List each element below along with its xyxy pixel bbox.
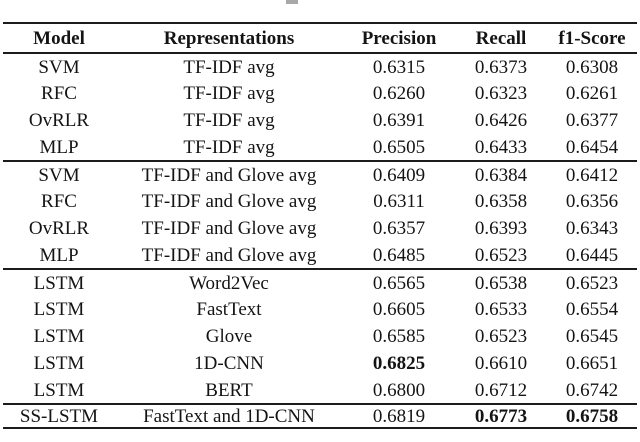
cell-model: SVM	[38, 56, 80, 78]
column-header-representations: Representations	[163, 27, 295, 49]
table-row: MLP TF-IDF and Glove avg 0.6485 0.6523 0…	[3, 242, 637, 269]
cell-precision: 0.6800	[372, 379, 426, 401]
cell-recall: 0.6433	[474, 136, 528, 158]
cell-f1-score: 0.6412	[565, 164, 619, 186]
cell-f1-score: 0.6651	[565, 353, 619, 374]
table-header: Model Representations Precision Recall f…	[3, 23, 637, 53]
cell-precision: 0.6391	[372, 110, 426, 131]
cell-representations: Word2Vec	[189, 272, 269, 294]
table-row: LSTM 1D-CNN 0.6825 0.6610 0.6651	[3, 350, 637, 377]
table-row: RFC TF-IDF avg 0.6260 0.6323 0.6261	[3, 80, 637, 107]
cell-representations: FastText	[196, 299, 262, 320]
cell-model: LSTM	[33, 326, 85, 347]
cell-precision: 0.6260	[372, 83, 426, 104]
table-row: LSTM Word2Vec 0.6565 0.6538 0.6523	[3, 269, 637, 296]
cell-precision: 0.6505	[372, 136, 426, 158]
cell-recall: 0.6523	[474, 244, 528, 266]
cell-representations: Glove	[205, 326, 253, 347]
cell-model: SVM	[38, 164, 80, 186]
cell-precision: 0.6565	[372, 272, 426, 294]
header-row: Model Representations Precision Recall f…	[3, 23, 637, 53]
cell-representations: TF-IDF avg	[183, 110, 275, 131]
cell-model: MLP	[39, 244, 79, 266]
column-header-recall: Recall	[475, 27, 527, 49]
cell-representations: TF-IDF and Glove avg	[141, 244, 317, 266]
cell-representations: BERT	[205, 379, 253, 401]
cell-representations: TF-IDF avg	[183, 56, 275, 78]
cell-model: LSTM	[33, 353, 85, 374]
column-header-f1-score: f1-Score	[558, 27, 626, 49]
table-row: MLP TF-IDF avg 0.6505 0.6433 0.6454	[3, 134, 637, 161]
section-tfidf-avg: SVM TF-IDF avg 0.6315 0.6373 0.6308 RFC …	[3, 53, 637, 161]
cell-precision-best: 0.6825	[372, 353, 426, 374]
cell-model: SS-LSTM	[19, 405, 99, 427]
section-tfidf-glove-avg: SVM TF-IDF and Glove avg 0.6409 0.6384 0…	[3, 161, 637, 269]
cell-f1-score: 0.6343	[565, 218, 619, 239]
cell-representations: TF-IDF and Glove avg	[141, 164, 317, 186]
cell-precision: 0.6409	[372, 164, 426, 186]
cell-model: RFC	[41, 83, 77, 104]
cell-precision: 0.6485	[372, 244, 426, 266]
table-row: SS-LSTM FastText and 1D-CNN 0.6819 0.677…	[3, 404, 637, 428]
cell-recall: 0.6426	[474, 110, 528, 131]
cell-representations: FastText and 1D-CNN	[143, 405, 315, 427]
cell-precision: 0.6315	[372, 56, 426, 78]
table-row: SVM TF-IDF avg 0.6315 0.6373 0.6308	[3, 53, 637, 80]
table-row: LSTM FastText 0.6605 0.6533 0.6554	[3, 296, 637, 323]
column-header-model: Model	[33, 27, 85, 49]
cell-recall: 0.6533	[474, 299, 528, 320]
cell-f1-score: 0.6545	[565, 326, 619, 347]
cell-model: OvRLR	[28, 218, 90, 239]
cell-f1-score: 0.6742	[565, 379, 619, 401]
cell-recall: 0.6373	[474, 56, 528, 78]
cell-representations: 1D-CNN	[194, 353, 264, 374]
cell-recall: 0.6712	[474, 379, 528, 401]
section-ss-lstm: SS-LSTM FastText and 1D-CNN 0.6819 0.677…	[3, 404, 637, 428]
column-header-precision: Precision	[361, 27, 437, 49]
cell-precision: 0.6311	[373, 191, 425, 212]
table-row: LSTM Glove 0.6585 0.6523 0.6545	[3, 323, 637, 350]
cell-recall-best: 0.6773	[474, 405, 528, 427]
cell-f1-score: 0.6356	[565, 191, 619, 212]
cell-f1-score: 0.6261	[565, 83, 619, 104]
cell-recall: 0.6393	[474, 218, 528, 239]
cell-recall: 0.6323	[474, 83, 528, 104]
cell-representations: TF-IDF avg	[183, 136, 275, 158]
cell-f1-score: 0.6454	[565, 136, 619, 158]
cell-model: MLP	[39, 136, 79, 158]
cell-precision: 0.6819	[372, 405, 426, 427]
cell-precision: 0.6357	[372, 218, 426, 239]
cell-recall: 0.6538	[474, 272, 528, 294]
cell-precision: 0.6585	[372, 326, 426, 347]
table-row: SVM TF-IDF and Glove avg 0.6409 0.6384 0…	[3, 161, 637, 188]
cell-recall: 0.6610	[474, 353, 528, 374]
cell-model: OvRLR	[28, 110, 90, 131]
cell-f1-score: 0.6308	[565, 56, 619, 78]
cell-f1-score: 0.6377	[565, 110, 619, 131]
section-lstm: LSTM Word2Vec 0.6565 0.6538 0.6523 LSTM …	[3, 269, 637, 404]
cropped-caption-fragment	[286, 0, 298, 4]
cell-model: LSTM	[33, 379, 85, 401]
table-row: OvRLR TF-IDF and Glove avg 0.6357 0.6393…	[3, 215, 637, 242]
cell-f1-score: 0.6554	[565, 299, 619, 320]
results-table: Model Representations Precision Recall f…	[3, 22, 637, 429]
cell-f1-score: 0.6523	[565, 272, 619, 294]
cell-recall: 0.6358	[474, 191, 528, 212]
cell-representations: TF-IDF and Glove avg	[141, 191, 317, 212]
cell-model: RFC	[41, 191, 77, 212]
cell-f1-score: 0.6445	[565, 244, 619, 266]
table-row: OvRLR TF-IDF avg 0.6391 0.6426 0.6377	[3, 107, 637, 134]
cell-model: LSTM	[33, 299, 85, 320]
cell-representations: TF-IDF and Glove avg	[141, 218, 317, 239]
cell-model: LSTM	[33, 272, 85, 294]
table-row: LSTM BERT 0.6800 0.6712 0.6742	[3, 377, 637, 404]
cell-recall: 0.6384	[474, 164, 528, 186]
cell-representations: TF-IDF avg	[183, 83, 275, 104]
cell-f1-score-best: 0.6758	[565, 405, 619, 427]
cell-recall: 0.6523	[474, 326, 528, 347]
table-row: RFC TF-IDF and Glove avg 0.6311 0.6358 0…	[3, 188, 637, 215]
cell-precision: 0.6605	[372, 299, 426, 320]
